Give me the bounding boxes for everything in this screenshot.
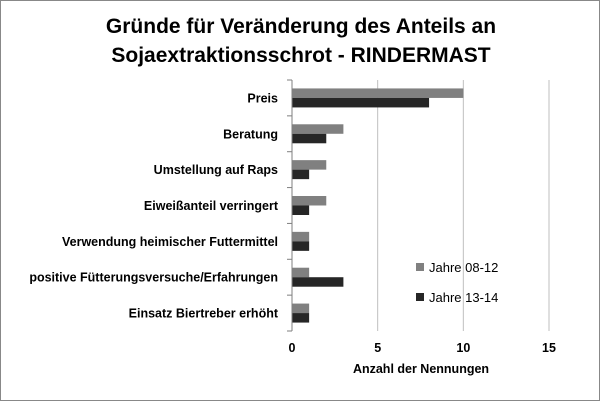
category-label: Verwendung heimischer Futtermittel: [62, 235, 278, 249]
category-label: Einsatz Biertreber erhöht: [129, 307, 279, 321]
bar: [292, 267, 310, 278]
bar: [292, 303, 310, 314]
legend-label: Jahre 08-12: [429, 260, 498, 275]
category-label: Eiweißanteil verringert: [144, 199, 279, 213]
category-label: Preis: [247, 91, 278, 105]
x-tick-label: 15: [542, 341, 556, 355]
x-tick-label: 5: [374, 341, 381, 355]
bar: [292, 205, 310, 215]
bar: [292, 169, 310, 180]
bar: [292, 277, 344, 287]
gridlines: [377, 80, 550, 331]
bar: [292, 196, 327, 206]
legend-label: Jahre 13-14: [429, 290, 498, 305]
bar: [292, 231, 310, 242]
chart-title-line-1: Gründe für Veränderung des Anteils an: [106, 15, 496, 38]
x-tick-label: 10: [456, 341, 470, 355]
axes: [287, 79, 293, 332]
category-label: Beratung: [223, 127, 278, 141]
bar: [292, 133, 327, 144]
bar: [292, 241, 310, 251]
bar: [292, 313, 310, 323]
category-labels: Preis Beratung Umstellung auf Raps Eiweißan…: [29, 91, 279, 320]
bar: [292, 160, 327, 170]
bar: [292, 88, 464, 98]
legend: Jahre 08-12 Jahre 13-14: [416, 260, 498, 305]
bar: [292, 97, 430, 108]
x-axis-title: Anzahl der Nennungen: [353, 362, 489, 376]
category-label: positive Fütterungsversuche/Erfahrungen: [29, 271, 278, 285]
chart-title-line-2: Sojaextraktionsschrot - RINDERMAST: [111, 44, 490, 67]
bar: [292, 124, 344, 134]
legend-swatch: [416, 263, 424, 271]
tick-labels: 0 5 10 15: [289, 341, 556, 355]
legend-swatch: [416, 293, 424, 301]
x-tick-label: 0: [289, 341, 296, 355]
category-label: Umstellung auf Raps: [154, 163, 278, 177]
bars: [292, 88, 464, 323]
